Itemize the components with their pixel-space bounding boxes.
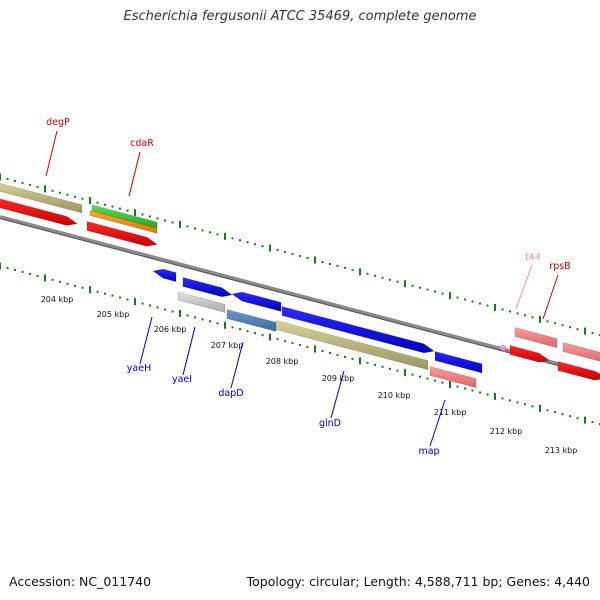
gene-feature-map: [429, 366, 477, 388]
scale-label: 205 kbp: [97, 310, 130, 319]
gene-feature-glnD: [281, 306, 435, 354]
genome-stats-label: Topology: circular; Length: 4,588,711 bp…: [246, 574, 590, 589]
gene-features: [0, 183, 600, 388]
map-title: Escherichia fergusonii ATCC 35469, compl…: [123, 9, 477, 24]
gene-feature-tan-upper: [0, 183, 83, 214]
gene-feature-t44: [497, 344, 507, 353]
leader-line-glnD: [330, 370, 345, 419]
scale-labels: 204 kbp 205 kbp 206 kbp 207 kbp 208 kbp 209 k…: [41, 295, 578, 455]
leader-line-map: [429, 399, 446, 447]
gene-label-degP: degP: [46, 117, 70, 128]
gene-feature-degP: [0, 198, 78, 226]
gene-label-rpsB: rpsB: [549, 261, 570, 272]
upper-tick-row: [0, 173, 600, 337]
gene-feature-gray: [177, 291, 226, 313]
gene-label-t44: t44: [525, 252, 541, 263]
scale-label: 208 kbp: [266, 357, 299, 366]
gene-feature-green: [91, 204, 158, 229]
leader-line-degP: [45, 130, 58, 177]
scale-label: 213 kbp: [545, 446, 578, 455]
gene-label-glnD: glnD: [319, 418, 341, 429]
scale-label: 207 kbp: [211, 341, 244, 350]
leader-line-cdaR: [128, 151, 141, 197]
leader-line-dapD: [230, 341, 244, 389]
gene-feature-dapD: [226, 309, 277, 332]
gene-feature-yaeH: [182, 277, 233, 298]
gene-label-yaeH: yaeH: [127, 363, 151, 374]
gene-feature-pink-upper: [514, 327, 558, 348]
tick-marks: [0, 173, 600, 426]
gene-feature-cdaR: [86, 221, 158, 247]
gene-feature-blue-right: [434, 351, 483, 374]
gene-label-yaeI: yaeI: [172, 374, 192, 385]
gene-label-cdaR: cdaR: [130, 138, 154, 149]
leader-line-t44: [515, 264, 533, 310]
gene-feature-tan-lower: [275, 320, 429, 370]
accession-label: Accession: NC_011740: [9, 574, 152, 589]
scale-label: 209 kbp: [322, 374, 355, 383]
gene-labels: degP cdaR t44 rpsB yaeH yaeI dapD glnD map: [45, 117, 571, 457]
gene-feature-yaeI: [231, 291, 282, 312]
gene-feature-orange: [89, 210, 158, 234]
gene-feature-pink-right: [562, 342, 600, 362]
gene-feature-blue-small: [152, 268, 177, 282]
scale-label: 204 kbp: [41, 295, 74, 304]
gene-feature-rpsB: [509, 345, 550, 363]
leader-line-yaeI: [182, 326, 196, 376]
gene-feature-red-right: [557, 361, 600, 381]
lower-tick-row: [0, 262, 600, 426]
gene-label-dapD: dapD: [218, 388, 243, 399]
leader-line-rpsB: [542, 274, 559, 320]
gene-label-map: map: [418, 446, 439, 457]
leader-line-yaeH: [139, 316, 153, 365]
scale-label: 211 kbp: [434, 408, 467, 417]
scale-label: 210 kbp: [378, 391, 411, 400]
scale-label: 212 kbp: [490, 427, 523, 436]
scale-label: 206 kbp: [154, 325, 187, 334]
